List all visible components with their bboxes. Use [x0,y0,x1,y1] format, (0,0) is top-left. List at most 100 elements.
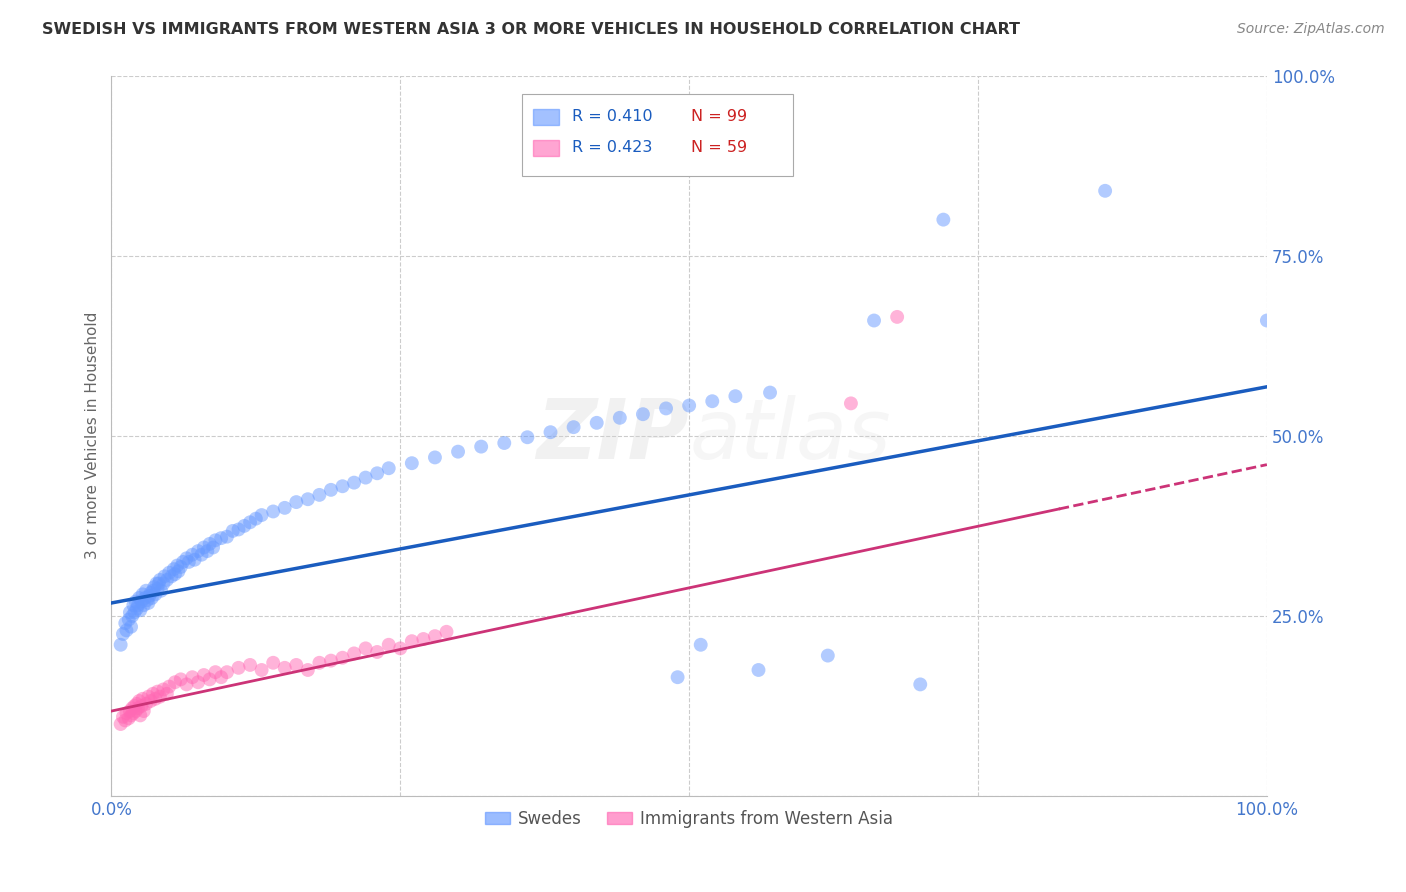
Point [343,475,366,490]
Point [932,212,955,227]
Point [125,697,148,711]
Point [138,589,160,603]
Point [139,694,162,708]
Text: SWEDISH VS IMMIGRANTS FROM WESTERN ASIA 3 OR MORE VEHICLES IN HOUSEHOLD CORRELAT: SWEDISH VS IMMIGRANTS FROM WESTERN ASIA … [42,22,1021,37]
Point [134,591,156,605]
Point [153,569,176,583]
Point [747,663,769,677]
Point [187,675,209,690]
Point [131,587,153,601]
Point [215,530,238,544]
Point [839,396,862,410]
Point [262,656,284,670]
Point [308,656,330,670]
Point [163,562,186,576]
Point [118,704,141,718]
Point [170,560,193,574]
Point [297,492,319,507]
Point [125,601,148,615]
Point [863,313,886,327]
Point [131,594,153,608]
Point [131,691,153,706]
Point [141,591,163,605]
Legend: Swedes, Immigrants from Western Asia: Swedes, Immigrants from Western Asia [478,804,900,835]
Text: ZIP: ZIP [537,395,689,476]
Point [136,593,159,607]
Point [156,573,179,587]
Point [121,609,143,624]
Point [181,548,204,562]
Point [585,416,607,430]
Point [124,704,146,718]
Point [886,310,908,324]
Point [343,647,366,661]
Point [470,440,492,454]
Point [1256,313,1278,327]
Point [366,467,388,481]
Point [176,551,198,566]
Point [285,657,308,672]
Point [172,555,194,569]
Point [609,410,631,425]
Point [120,708,142,723]
Point [1094,184,1116,198]
Bar [533,109,558,125]
Point [181,670,204,684]
Point [143,691,166,706]
Point [245,511,267,525]
Point [143,587,166,601]
Point [138,690,160,704]
Point [401,634,423,648]
Point [124,605,146,619]
Bar [533,140,558,155]
Point [562,420,585,434]
Point [195,544,218,558]
Point [308,488,330,502]
Point [122,598,145,612]
Point [129,708,152,723]
Point [176,677,198,691]
Point [366,645,388,659]
Point [412,632,434,646]
Point [354,641,377,656]
Point [157,566,180,580]
Point [143,580,166,594]
Point [239,516,262,530]
Point [759,385,782,400]
Point [167,564,190,578]
Point [149,573,172,587]
Point [423,450,446,465]
Point [139,586,162,600]
Point [127,701,149,715]
Point [494,436,516,450]
Point [149,690,172,704]
Point [135,583,157,598]
Point [128,694,150,708]
Point [332,479,354,493]
Point [160,569,183,583]
Point [274,500,297,515]
Point [655,401,678,416]
Point [120,620,142,634]
Point [124,594,146,608]
Point [389,641,412,656]
Point [332,650,354,665]
Point [250,508,273,522]
Text: Source: ZipAtlas.com: Source: ZipAtlas.com [1237,22,1385,37]
Point [150,583,173,598]
Point [115,624,138,638]
Point [138,596,160,610]
Point [170,673,193,687]
Point [110,638,132,652]
Point [111,710,134,724]
Point [239,657,262,672]
Point [142,687,165,701]
Point [198,537,221,551]
Point [209,531,232,545]
Point [817,648,839,663]
Point [193,668,215,682]
Point [910,677,932,691]
Point [163,675,186,690]
Point [447,444,470,458]
Point [198,673,221,687]
